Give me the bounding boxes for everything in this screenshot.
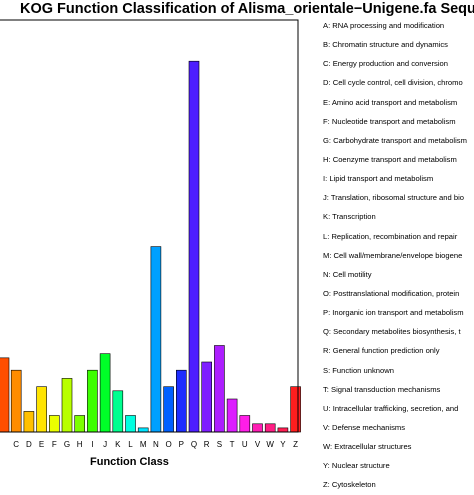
bar-C [10, 369, 22, 433]
bar-H [74, 415, 85, 433]
x-tick-label-N: N [153, 440, 159, 449]
legend-item: F: Nucleotide transport and metabolism [323, 116, 456, 126]
x-tick-label-E: E [39, 440, 44, 449]
x-tick-label-J: J [103, 440, 107, 449]
x-tick-label-T: T [230, 440, 235, 449]
bar-K [112, 390, 124, 433]
x-tick-label-K: K [115, 440, 121, 449]
legend-item: P: Inorganic ion transport and metabolis… [323, 308, 464, 318]
bar-F [48, 415, 60, 433]
legend-item: Y: Nuclear structure [323, 461, 390, 471]
plot-frame [0, 19, 299, 433]
legend-item: G: Carbohydrate transport and metabolism [323, 135, 467, 145]
legend-item: A: RNA processing and modification [323, 21, 445, 30]
bar-W [264, 423, 276, 433]
x-tick-label-Y: Y [280, 440, 286, 449]
legend-item: L: Replication, recombination and repair [323, 231, 458, 241]
legend-item: W: Extracellular structures [323, 442, 412, 452]
bar-E [36, 386, 47, 433]
legend-item: H: Coenzyme transport and metabolism [323, 154, 457, 164]
legend-item: Z: Cytoskeleton [323, 480, 376, 490]
legend-item: T: Signal transduction mechanisms [323, 384, 441, 394]
bar-L [125, 415, 136, 433]
bar-M [137, 427, 149, 433]
bar-P [176, 369, 187, 433]
legend-item: M: Cell wall/membrane/envelope biogene [323, 250, 463, 260]
chart-title: KOG Function Classification of Alisma_or… [20, 1, 474, 17]
legend: A: RNA processing and modification B: Chr… [323, 16, 474, 495]
legend-item: E: Amino acid transport and metabolism [323, 97, 458, 107]
legend-item: C: Energy production and conversion [323, 59, 448, 69]
x-tick-label-Q: Q [191, 440, 197, 449]
bar-Q [188, 60, 200, 433]
bar-U [239, 415, 251, 433]
legend-item: V: Defense mechanisms [323, 422, 406, 432]
legend-item: N: Cell motility [323, 269, 372, 279]
bar-J [99, 353, 111, 433]
x-tick-label-S: S [217, 440, 222, 449]
legend-item: O: Posttranslational modification, prote… [323, 288, 460, 298]
x-tick-label-G: G [64, 440, 70, 449]
legend-item: B: Chromatin structure and dynamics [323, 40, 448, 50]
x-tick-label-M: M [140, 440, 147, 449]
bar-R [201, 361, 212, 433]
x-tick-label-Z: Z [293, 440, 298, 449]
bar-Y [277, 427, 289, 433]
x-axis-label: Function Class [90, 456, 169, 468]
bar-Z [290, 386, 301, 433]
x-tick-label-W: W [266, 440, 274, 449]
bar-N [150, 246, 162, 433]
x-tick-label-L: L [128, 440, 133, 449]
x-tick-label-V: V [255, 440, 261, 449]
x-tick-label-R: R [204, 440, 210, 449]
legend-item: D: Cell cycle control, cell division, ch… [323, 78, 463, 88]
legend-item: Q: Secondary metabolites biosynthesis, t [323, 327, 461, 337]
bar-I [87, 369, 98, 433]
bar-D [23, 411, 35, 433]
legend-item: U: Intracellular trafficking, secretion,… [323, 403, 459, 413]
bar-S [214, 345, 225, 433]
x-tick-label-I: I [91, 440, 93, 449]
x-tick-label-U: U [242, 440, 248, 449]
bar-T [226, 398, 238, 433]
bar-G [61, 378, 73, 433]
bar-B [0, 357, 10, 433]
legend-item: S: Function unknown [323, 365, 394, 375]
bars-group [0, 60, 301, 433]
x-tick-label-D: D [26, 440, 32, 449]
x-tick-label-F: F [52, 440, 57, 449]
legend-item: I: Lipid transport and metabolism [323, 174, 434, 184]
legend-item: K: Transcription [323, 212, 376, 222]
legend-item: R: General function prediction only [323, 346, 440, 356]
bar-V [252, 423, 263, 433]
x-tick-label-P: P [179, 440, 184, 449]
x-tick-label-H: H [77, 440, 83, 449]
bar-O [163, 386, 174, 433]
x-tick-label-C: C [13, 440, 19, 449]
x-tick-label-O: O [165, 440, 171, 449]
legend-item: J: Translation, ribosomal structure and … [323, 193, 464, 203]
